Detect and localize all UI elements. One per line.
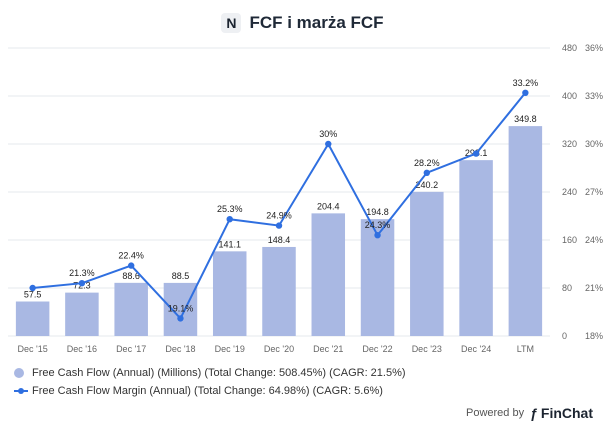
company-logo: N bbox=[221, 13, 242, 33]
x-tick-label: LTM bbox=[517, 344, 534, 354]
margin-value-label: 28.2% bbox=[414, 158, 440, 168]
bar-value-label: 240.2 bbox=[416, 180, 439, 190]
bar bbox=[508, 126, 543, 337]
y-left-tick-label: 320 bbox=[562, 139, 577, 149]
bar-value-label: 141.1 bbox=[218, 239, 241, 249]
margin-point bbox=[423, 169, 431, 176]
bar bbox=[114, 282, 148, 336]
x-tick-label: Dec '22 bbox=[362, 344, 392, 354]
chart: 0 18% 80 21% 160 24% 240 27% 320 30% 400 33% 480 36% 5… bbox=[8, 43, 603, 354]
y-right-tick-label: 27% bbox=[585, 187, 603, 197]
bar bbox=[65, 292, 99, 336]
bar-value-label: 57.5 bbox=[24, 290, 42, 300]
y-left-tick-label: 80 bbox=[562, 283, 572, 293]
legend-item-line[interactable]: Free Cash Flow Margin (Annual) (Total Ch… bbox=[14, 382, 406, 400]
bar bbox=[311, 213, 346, 336]
powered-by-text: Powered by bbox=[466, 407, 525, 419]
bar-value-label: 204.4 bbox=[317, 201, 340, 211]
footer: Powered by ƒ FinChat bbox=[466, 405, 593, 421]
y-right-tick-label: 24% bbox=[585, 235, 603, 245]
y-left-tick-label: 160 bbox=[562, 235, 577, 245]
bar bbox=[163, 282, 198, 336]
brand-name: FinChat bbox=[540, 405, 593, 421]
y-right-tick-label: 18% bbox=[585, 331, 603, 341]
finchat-brand[interactable]: ƒ FinChat bbox=[530, 405, 593, 421]
legend-bar-label: Free Cash Flow (Annual) (Millions) (Tota… bbox=[32, 367, 406, 379]
x-tick-label: Dec '18 bbox=[165, 344, 195, 354]
bar-value-label: 88.5 bbox=[172, 271, 190, 281]
margin-point bbox=[127, 262, 135, 269]
margin-point bbox=[29, 284, 36, 292]
x-tick-label: Dec '21 bbox=[313, 344, 343, 354]
x-tick-label: Dec '24 bbox=[461, 344, 491, 354]
y-left-tick-label: 480 bbox=[562, 43, 577, 53]
finchat-logo-icon: ƒ bbox=[530, 405, 538, 421]
legend-line-swatch bbox=[14, 386, 28, 396]
bar-value-label: 194.8 bbox=[366, 207, 389, 217]
bar-value-label: 148.4 bbox=[268, 235, 291, 245]
margin-point bbox=[177, 315, 184, 322]
margin-value-label: 30% bbox=[319, 129, 337, 139]
chart-title: FCF i marża FCF bbox=[249, 13, 384, 32]
legend-line-label: Free Cash Flow Margin (Annual) (Total Ch… bbox=[32, 385, 383, 397]
bar bbox=[212, 251, 247, 336]
bar bbox=[262, 246, 296, 336]
margin-point bbox=[374, 232, 381, 239]
margin-value-label: 22.4% bbox=[118, 251, 144, 261]
x-tick-label: Dec '15 bbox=[18, 344, 48, 354]
legend-bar-swatch bbox=[14, 368, 24, 378]
x-tick-label: Dec '20 bbox=[264, 344, 294, 354]
margin-point bbox=[522, 89, 529, 97]
bar bbox=[360, 219, 395, 336]
margin-point bbox=[275, 222, 283, 229]
y-left-tick-label: 240 bbox=[562, 187, 577, 197]
x-tick-label: Dec '16 bbox=[67, 344, 97, 354]
margin-value-label: 21.3% bbox=[69, 268, 95, 278]
chart-header: N FCF i marża FCF bbox=[0, 8, 605, 38]
bar bbox=[459, 160, 493, 336]
bar-value-label: 88.6 bbox=[122, 271, 140, 281]
margin-point bbox=[226, 216, 233, 223]
y-left-tick-label: 0 bbox=[562, 331, 567, 341]
y-right-tick-label: 30% bbox=[585, 139, 603, 149]
legend: Free Cash Flow (Annual) (Millions) (Tota… bbox=[14, 364, 406, 400]
bar-value-label: 349.8 bbox=[514, 114, 537, 124]
x-tick-label: Dec '19 bbox=[215, 344, 245, 354]
margin-point bbox=[78, 280, 86, 287]
bar bbox=[410, 191, 444, 336]
y-right-tick-label: 36% bbox=[585, 43, 603, 53]
margin-value-label: 24.3% bbox=[365, 220, 391, 230]
margin-value-label: 25.3% bbox=[217, 204, 243, 214]
margin-value-label: 24.9% bbox=[266, 211, 292, 221]
bar bbox=[15, 301, 50, 336]
legend-item-bar[interactable]: Free Cash Flow (Annual) (Millions) (Tota… bbox=[14, 364, 406, 382]
x-tick-label: Dec '17 bbox=[116, 344, 146, 354]
x-tick-label: Dec '23 bbox=[412, 344, 442, 354]
y-right-tick-label: 33% bbox=[585, 91, 603, 101]
margin-value-label: 19.1% bbox=[168, 303, 194, 313]
margin-value-label: 33.2% bbox=[513, 78, 539, 88]
y-right-tick-label: 21% bbox=[585, 283, 603, 293]
y-left-tick-label: 400 bbox=[562, 91, 577, 101]
margin-point bbox=[472, 150, 480, 157]
margin-point bbox=[325, 140, 332, 148]
